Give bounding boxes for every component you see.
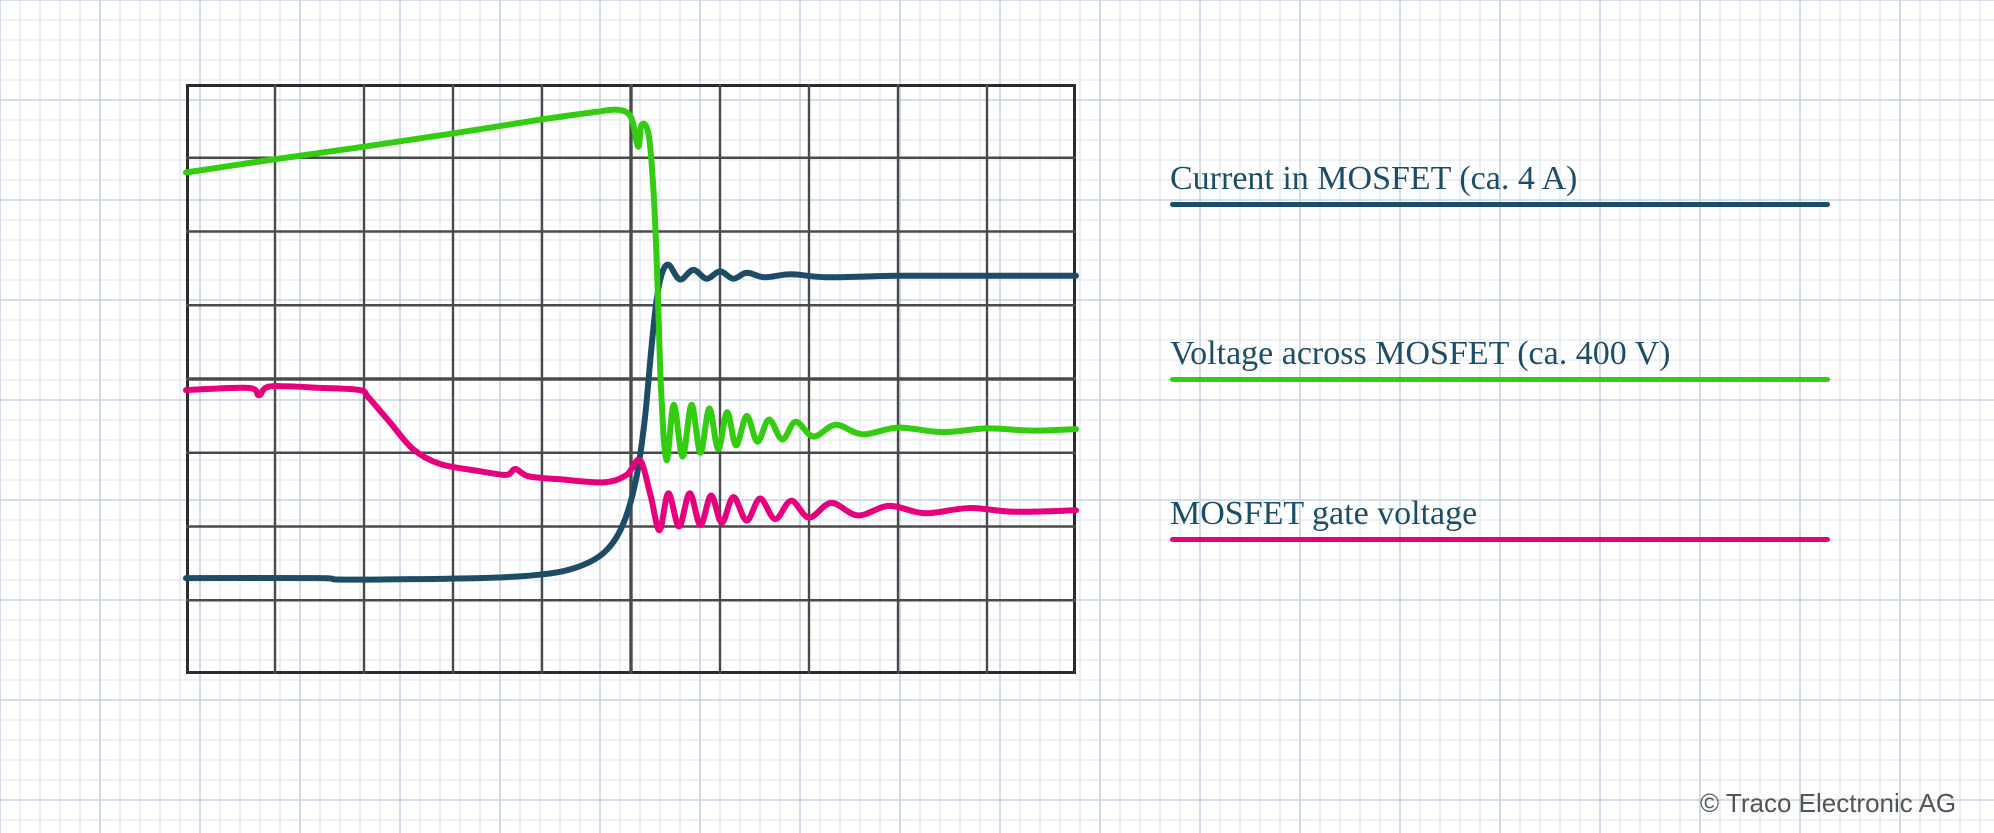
legend-underline-vgs [1170,537,1830,542]
page-root: Current in MOSFET (ca. 4 A) Voltage acro… [0,0,1994,833]
legend-item-vgs: MOSFET gate voltage [1170,495,1830,542]
legend-label-current: Current in MOSFET (ca. 4 A) [1170,160,1830,198]
legend-item-current: Current in MOSFET (ca. 4 A) [1170,160,1830,207]
legend-label-vds: Voltage across MOSFET (ca. 400 V) [1170,335,1830,373]
legend-label-vgs: MOSFET gate voltage [1170,495,1830,533]
legend-underline-current [1170,202,1830,207]
legend-underline-vds [1170,377,1830,382]
oscilloscope-plot [186,84,1076,674]
copyright-text: © Traco Electronic AG [1700,788,1956,819]
legend-item-vds: Voltage across MOSFET (ca. 400 V) [1170,335,1830,382]
